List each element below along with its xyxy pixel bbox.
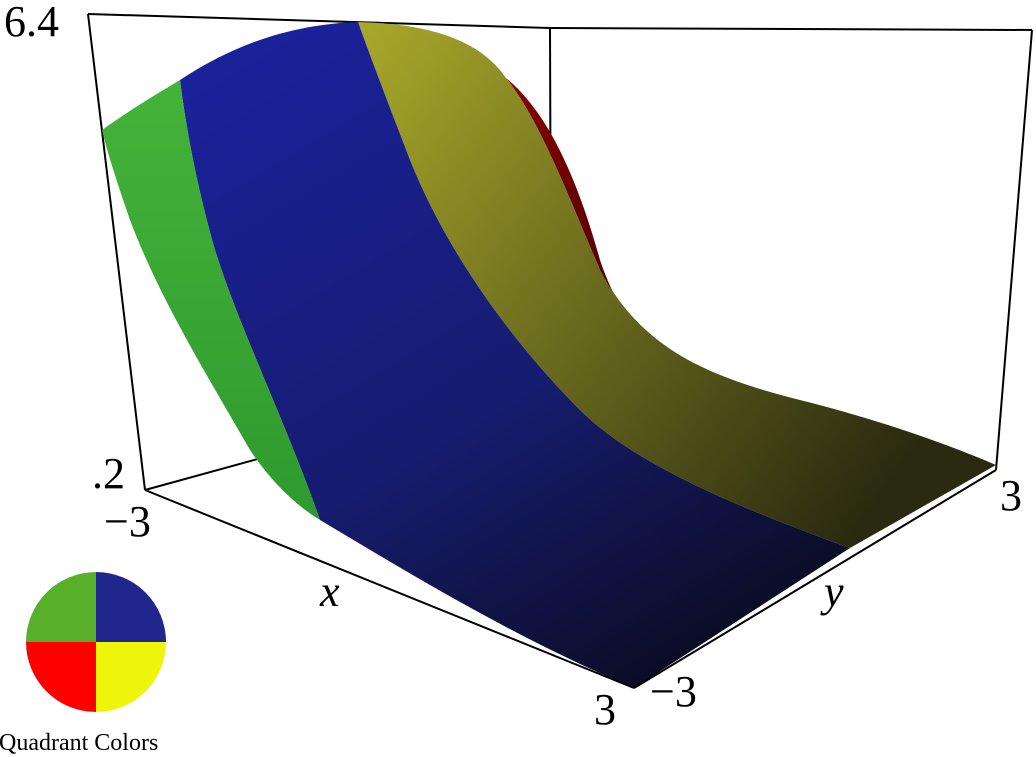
surface-band-red — [506, 78, 700, 368]
surface-band-blue — [180, 22, 850, 688]
frame-y-axis-line — [633, 469, 997, 689]
z-tick-bottom: .2 — [92, 449, 125, 498]
legend-quadrant-I — [96, 572, 166, 642]
surface-band-green — [102, 80, 320, 520]
x-tick-start: −3 — [104, 497, 151, 546]
frame-back-left-vertical — [87, 13, 146, 491]
y-tick-start: −3 — [650, 667, 697, 716]
frame-back-right-top — [549, 27, 1033, 31]
x-tick-end: 3 — [594, 685, 616, 734]
frame-right-vertical — [995, 29, 1033, 471]
surface-band-yellow — [358, 22, 996, 548]
x-axis-label: x — [319, 567, 340, 616]
legend-quadrant-III — [26, 642, 96, 712]
quadrant-legend — [26, 572, 166, 712]
legend-label: Quadrant Colors — [0, 730, 158, 756]
z-tick-top: 6.4 — [4, 0, 59, 46]
frame-back-top — [87, 13, 551, 29]
y-axis-label: y — [820, 567, 844, 616]
y-tick-end: 3 — [1000, 471, 1022, 520]
legend-quadrant-IV — [96, 642, 166, 712]
legend-quadrant-II — [26, 572, 96, 642]
frame-x-axis-line — [144, 489, 635, 689]
